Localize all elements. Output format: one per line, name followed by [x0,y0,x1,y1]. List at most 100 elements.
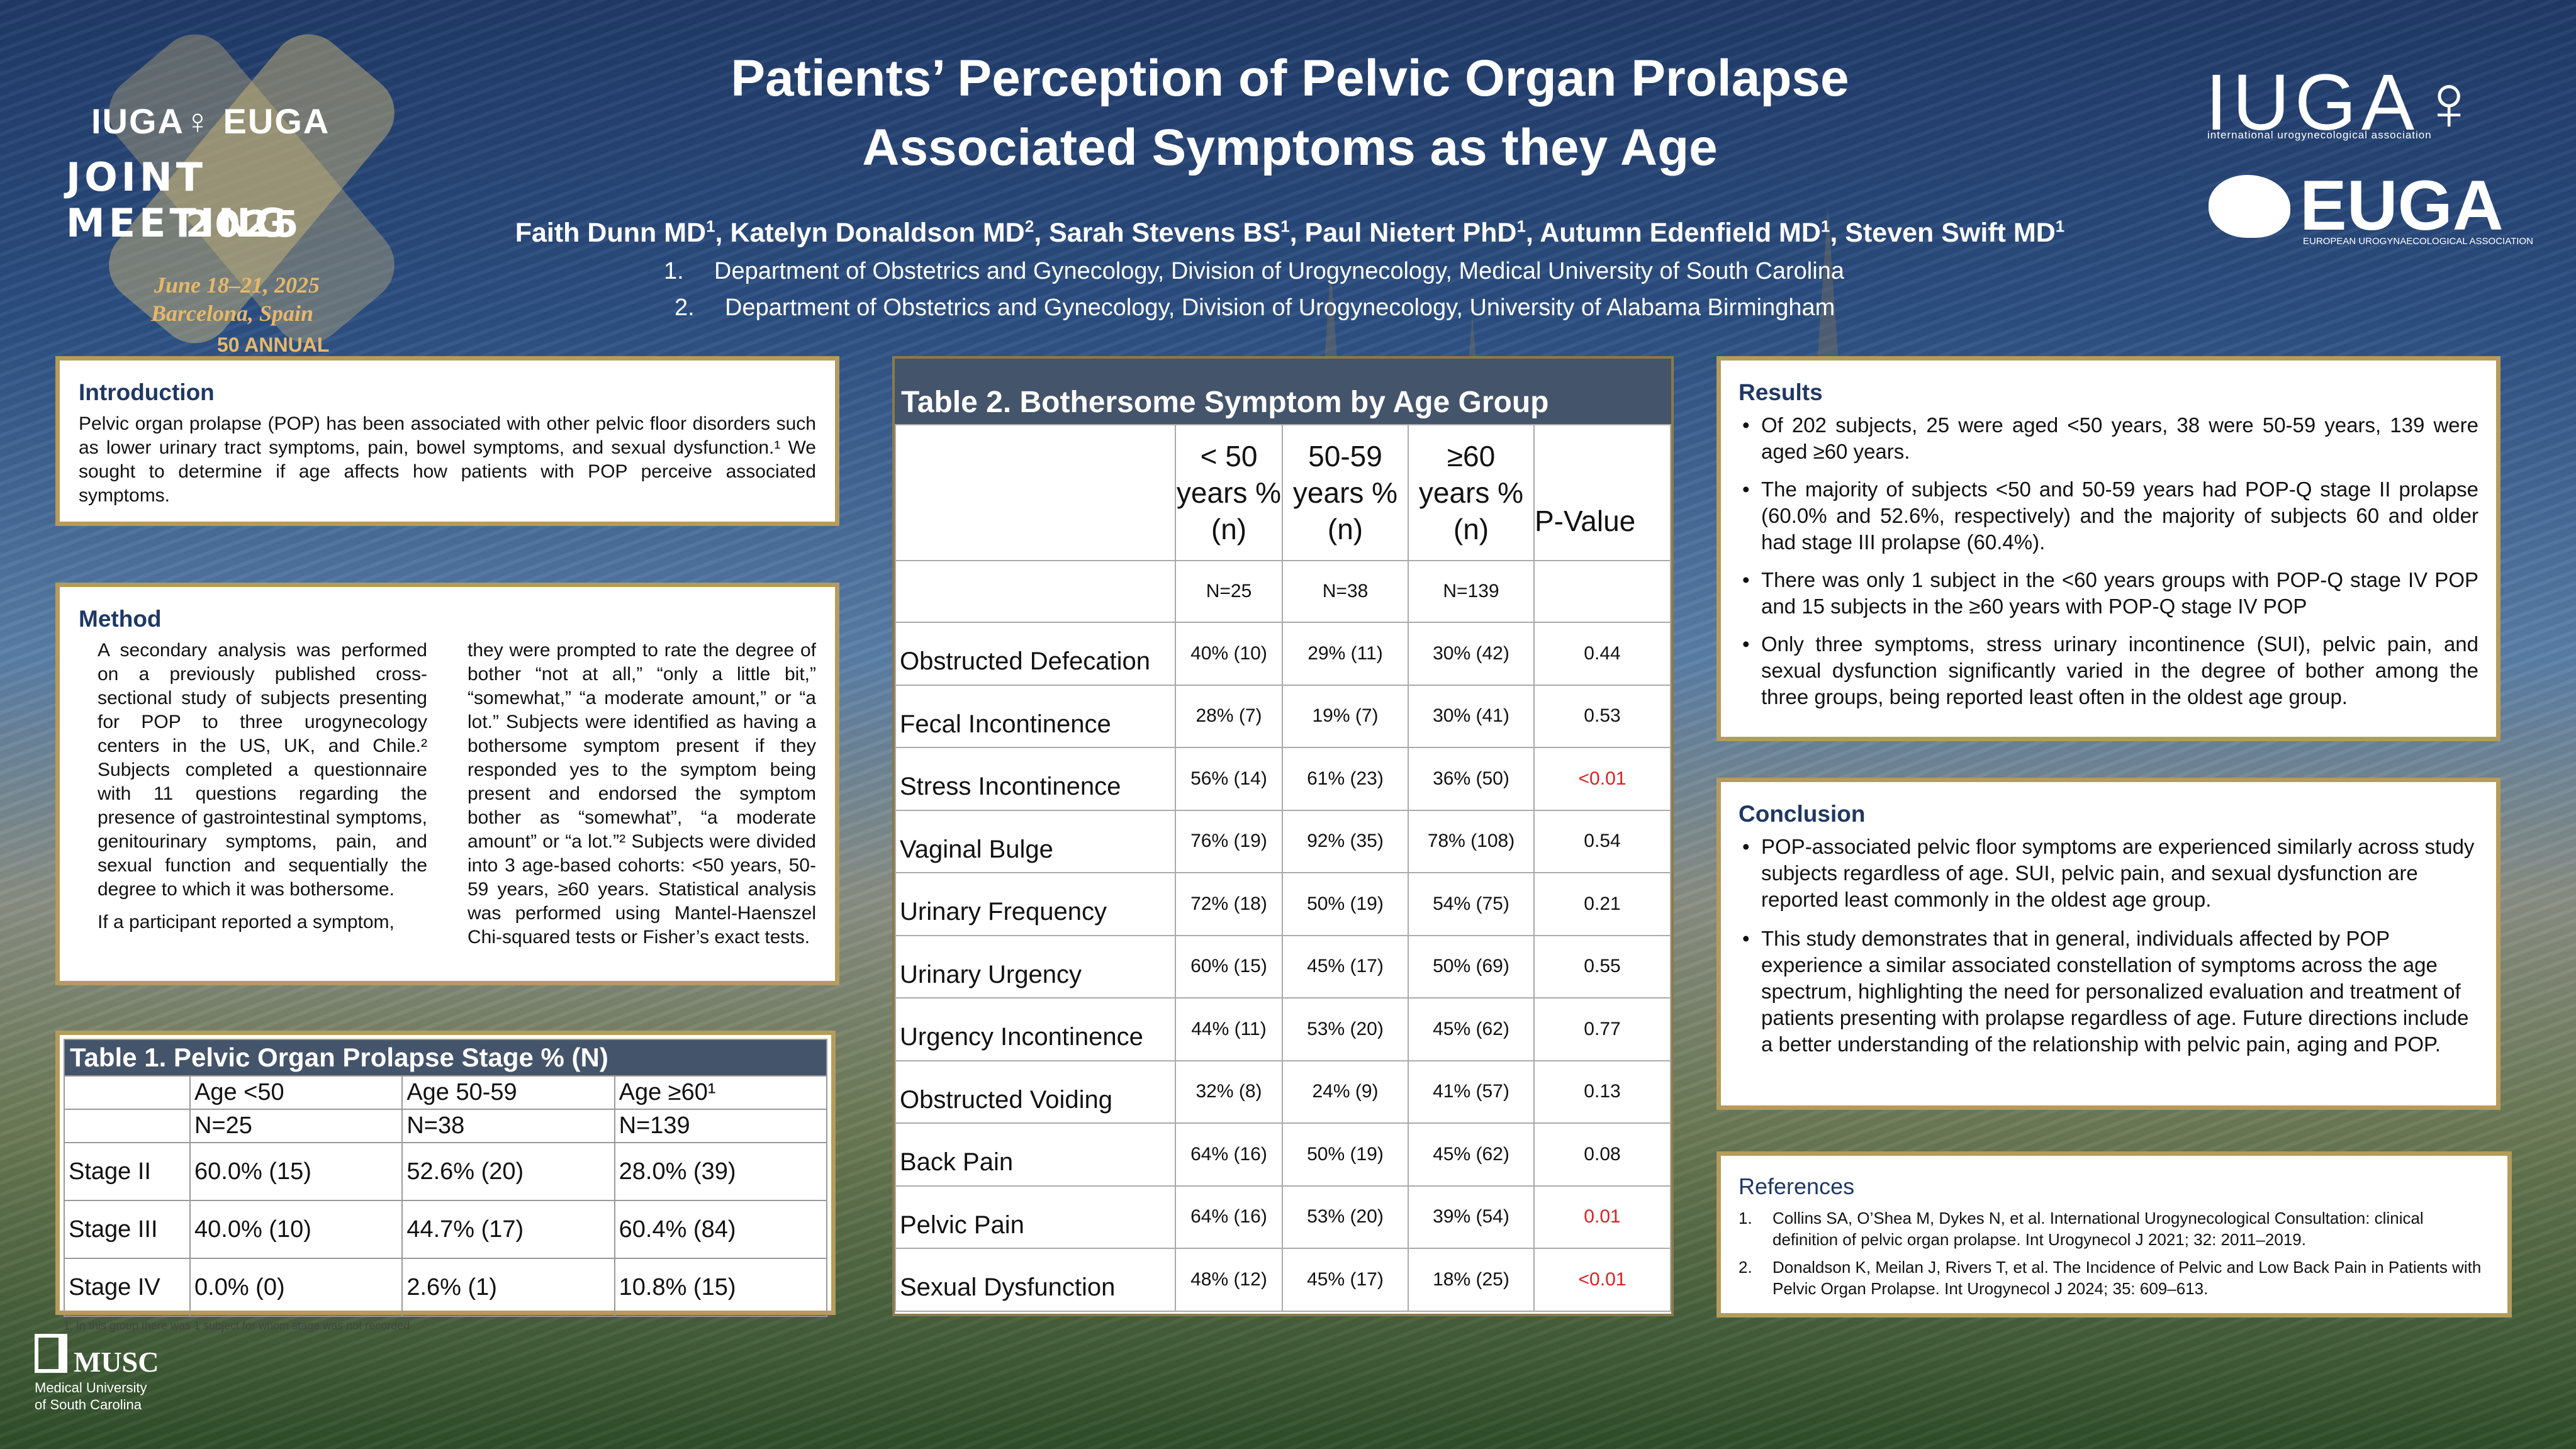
table1-caption: Table 1. Pelvic Organ Prolapse Stage % (… [64,1039,827,1077]
p-value-cell: 0.01 [1533,1185,1671,1249]
table-row: Stage IV 0.0% (0) 2.6% (1) 10.8% (15) [64,1258,828,1317]
results-item: Only three symptoms, stress urinary inco… [1739,631,2478,710]
iuga-logo: IUGA♀ [2205,58,2484,147]
euga-logo: EUGA [2300,166,2504,245]
author: Autumn Edenfield MD1, [1540,217,1845,249]
table-row: Back Pain 64% (16) 50% (19) 45% (62) 0.08 [895,1122,1671,1187]
table-cell: 45% (17) [1282,934,1409,999]
author-list: Faith Dunn MD1, Katelyn Donaldson MD2, S… [378,217,2202,249]
table-cell: 29% (11) [1282,622,1409,686]
table-row: Obstructed Defecation 40% (10) 29% (11) 30%… [895,622,1671,686]
logo-year: 2025 [186,203,303,245]
table-cell: 2.6% (1) [401,1258,615,1317]
p-value-cell: 0.13 [1533,1060,1671,1124]
table-row: Stage III 40.0% (10) 44.7% (17) 60.4% (8… [64,1200,828,1259]
table-cell: Stage IV [64,1258,191,1317]
symptom-name: Stress Incontinence [895,747,1176,811]
prolapse-stage-table: Table 1. Pelvic Organ Prolapse Stage % (… [64,1039,828,1317]
table-cell: 48% (12) [1175,1248,1283,1312]
introduction-heading: Introduction [79,379,215,405]
table-row: Vaginal Bulge 76% (19) 92% (35) 78% (108) 0.… [895,809,1671,873]
table-cell: 44% (11) [1175,997,1283,1061]
table-cell: Stage II [64,1142,191,1201]
table-cell: 10.8% (15) [613,1258,828,1317]
table1-footnote: 1. In this group there was 1 subject for… [64,1319,410,1332]
table-cell: 72% (18) [1175,872,1283,936]
table-header-cell: 50-59 years % (n) [1282,424,1409,561]
table-header-cell: P-Value [1533,424,1671,561]
table-cell: 45% (62) [1408,1122,1535,1187]
logo-dates: June 18–21, 2025 [154,272,320,298]
table-header-cell: ≥60 years % (n) [1408,424,1535,561]
symptom-name: Obstructed Defecation [895,622,1176,686]
table-cell: 92% (35) [1282,809,1409,873]
table-cell: N=38 [1282,560,1409,623]
table-cell: 53% (20) [1282,997,1409,1061]
symptom-name: Sexual Dysfunction [895,1248,1176,1312]
table-cell: N=25 [1175,560,1283,623]
table-cell: N=25 [189,1109,403,1143]
symptom-name: Obstructed Voiding [895,1060,1176,1124]
results-item: Of 202 subjects, 25 were aged <50 years,… [1739,412,2478,465]
conference-logo: IUGA♀ EUGA JOINT MEETING 2025 June 18–21… [44,19,415,379]
table-header-cell [895,424,1176,561]
table1-panel: Table 1. Pelvic Organ Prolapse Stage % (… [55,1031,836,1332]
p-value-cell: 0.54 [1533,809,1671,873]
table-cell: 64% (16) [1175,1122,1283,1187]
table-cell: 30% (41) [1408,684,1535,748]
table-cell: 53% (20) [1282,1185,1409,1249]
results-heading: Results [1739,379,1823,405]
table-cell: 61% (23) [1282,747,1409,811]
author: Faith Dunn MD1, [515,217,731,249]
table-cell: N=139 [613,1109,828,1143]
results-panel: Results Of 202 subjects, 25 were aged <5… [1716,356,2500,741]
author: Katelyn Donaldson MD2, [730,217,1050,249]
table-header-row: < 50 years % (n) 50-59 years % (n) ≥60 y… [895,424,1671,561]
table-cell: N=139 [1408,560,1535,623]
table-row: Sexual Dysfunction 48% (12) 45% (17) 18% (2… [895,1248,1671,1312]
table-cell: 60% (15) [1175,934,1283,999]
table-cell: 78% (108) [1408,809,1535,873]
table-cell: 41% (57) [1408,1060,1535,1124]
table-cell: 40% (10) [1175,622,1283,686]
table-cell: 28% (7) [1175,684,1283,748]
table-row: Obstructed Voiding 32% (8) 24% (9) 41% (57)… [895,1060,1671,1124]
affiliation: 1. Department of Obstetrics and Gynecolog… [664,258,1844,284]
table-n-row: N=25 N=38 N=139 [64,1109,828,1143]
table2-panel: Table 2. Bothersome Symptom by Age Group… [892,356,1674,1316]
method-paragraph: A secondary analysis was performed on a … [98,640,427,900]
table-cell: 28.0% (39) [613,1142,828,1201]
table-row: Stress Incontinence 56% (14) 61% (23) 36% (… [895,747,1671,811]
symptom-name: Pelvic Pain [895,1185,1176,1249]
table-header-row: Age <50 Age 50-59 Age ≥60¹ [64,1075,828,1110]
reference-item: 2. Donaldson K, Meilan J, Rivers T, et al… [1739,1258,2482,1298]
symptom-name: Urinary Urgency [895,934,1176,999]
table-cell: 36% (50) [1408,747,1535,811]
table-cell: 60.0% (15) [189,1142,403,1201]
table-cell [895,560,1176,623]
logo-meeting: JOINT MEETING [66,154,291,246]
symptom-name: Fecal Incontinence [895,684,1176,748]
conclusion-item: POP-associated pelvic floor symptoms are… [1739,834,2478,913]
affiliation: 2. Department of Obstetrics and Gynecolog… [675,294,1835,321]
p-value-cell: 0.44 [1533,622,1671,686]
table-header-cell: Age ≥60¹ [613,1075,828,1110]
introduction-text: Pelvic organ prolapse (POP) has been ass… [79,413,816,506]
p-value-cell: 0.77 [1533,997,1671,1061]
table-cell: 54% (75) [1408,872,1535,936]
musc-building-icon [35,1334,67,1373]
method-panel: Method A secondary analysis was performe… [55,583,839,985]
p-value-cell: 0.21 [1533,872,1671,936]
title-line-2: Associated Symptoms as they Age [862,119,1718,176]
table-header-cell: Age 50-59 [401,1075,615,1110]
conclusion-heading: Conclusion [1739,801,1866,827]
table-cell: 32% (8) [1175,1060,1283,1124]
table-cell: 60.4% (84) [613,1200,828,1259]
table-cell: 40.0% (10) [189,1200,403,1259]
poster-title: Patients’ Perception of Pelvic Organ Pro… [566,44,2013,182]
table-cell: 45% (17) [1282,1248,1409,1312]
p-value-cell: 0.53 [1533,684,1671,748]
table-cell: 19% (7) [1282,684,1409,748]
table-cell: 45% (62) [1408,997,1535,1061]
conclusion-item: This study demonstrates that in general,… [1739,926,2478,1058]
